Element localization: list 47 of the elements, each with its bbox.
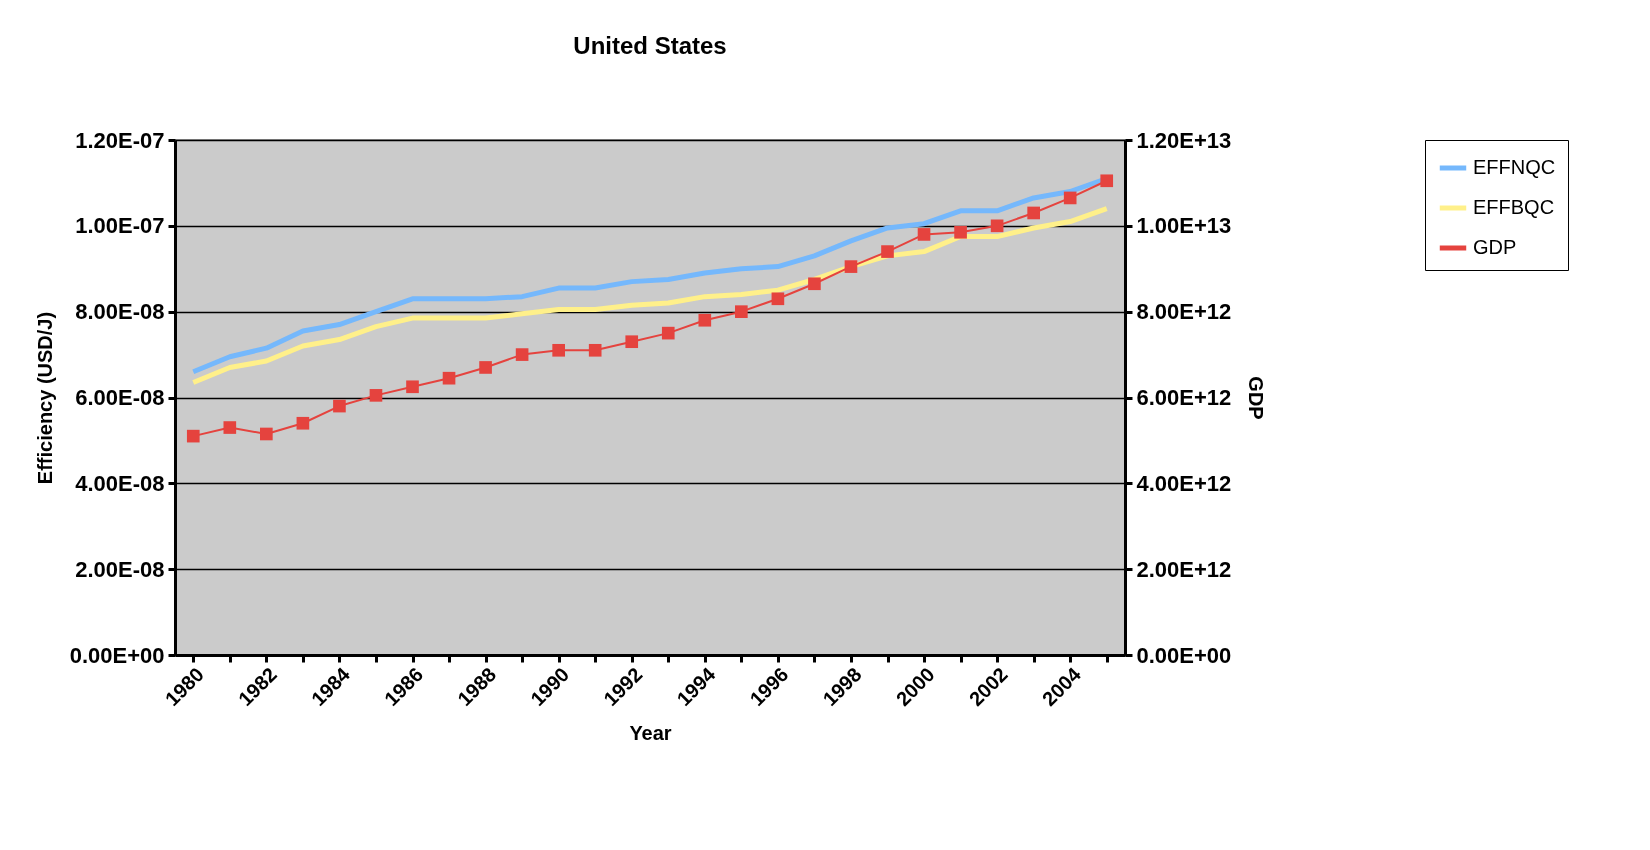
point — [186, 429, 200, 443]
y2-tick-label: 6.00E+12 — [1136, 385, 1232, 410]
point — [333, 399, 346, 413]
y2-tick-label: 8.00E+12 — [1136, 299, 1232, 325]
point — [479, 361, 492, 374]
y-tick-label: 8.00E-08 — [75, 299, 165, 325]
y-tick-label: 1.00E-07 — [75, 213, 165, 239]
y-tick-label: 2.00E-08 — [75, 556, 165, 582]
y2-tick-label: 2.00E+12 — [1136, 556, 1232, 582]
point — [881, 245, 894, 258]
point — [771, 292, 785, 306]
point — [990, 219, 1004, 233]
point — [698, 313, 712, 327]
y-axis-title: Efficiency (USD/J) — [33, 311, 56, 485]
point — [1027, 206, 1040, 220]
y-tick-label: 1.20E-07 — [75, 127, 165, 153]
y2-tick-label: 0.00E+00 — [1136, 642, 1232, 668]
point — [844, 260, 858, 273]
y2-tick-label: 1.00E+13 — [1136, 213, 1232, 239]
point — [369, 389, 383, 402]
point — [442, 371, 456, 385]
y-tick-label: 6.00E-08 — [75, 385, 165, 410]
point — [808, 277, 821, 291]
legend-label: EFFNQC — [1473, 156, 1556, 178]
point — [661, 326, 675, 340]
point — [552, 343, 565, 357]
point — [625, 335, 639, 349]
point — [515, 348, 529, 361]
point — [406, 380, 419, 394]
point — [223, 421, 237, 434]
y2-tick-label: 4.00E+12 — [1136, 470, 1232, 496]
y-tick-label: 0.00E+00 — [69, 642, 165, 668]
point — [954, 225, 967, 239]
legend-label: GDP — [1473, 236, 1517, 258]
point — [917, 228, 931, 241]
point — [588, 343, 602, 357]
point — [735, 305, 748, 318]
point — [1063, 191, 1077, 205]
point — [260, 427, 273, 441]
chart-title: United States — [573, 32, 727, 59]
point — [296, 416, 310, 430]
y2-tick-label: 1.20E+13 — [1136, 127, 1232, 153]
legend-label: EFFBQC — [1473, 196, 1555, 218]
point — [1100, 174, 1114, 188]
y2-axis-title: GDP — [1245, 376, 1268, 420]
y-tick-label: 4.00E-08 — [75, 470, 165, 496]
x-axis-title: Year — [629, 722, 672, 745]
